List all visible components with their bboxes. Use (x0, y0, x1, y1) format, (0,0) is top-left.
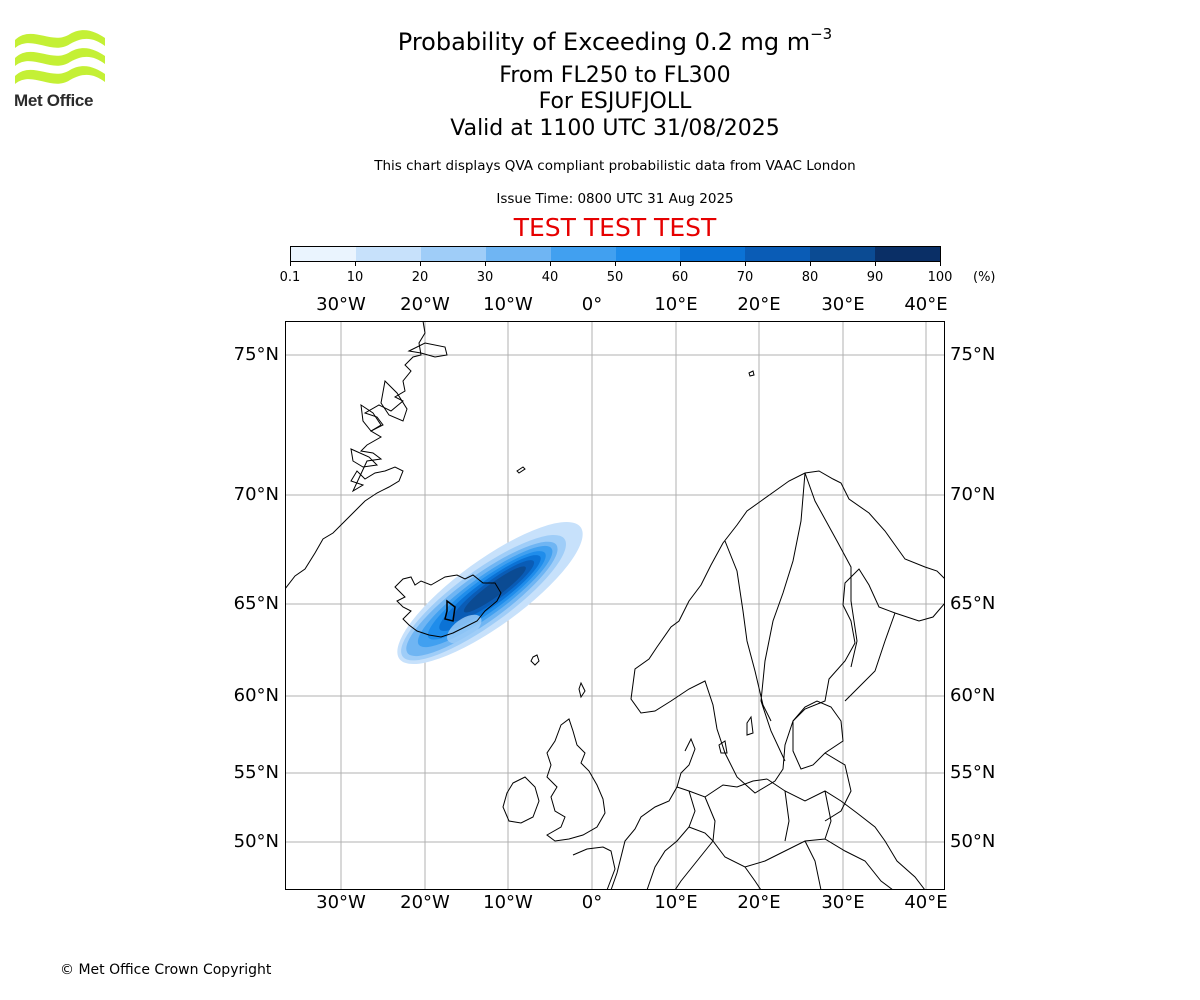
longitude-label-top: 20°E (737, 294, 781, 315)
volcano-name: For ESJUFJOLL (538, 89, 692, 114)
longitude-label-top: 10°W (483, 294, 533, 315)
colorbar-tick-label: 60 (671, 270, 689, 285)
gotland (718, 715, 754, 754)
longitude-label-top: 20°W (400, 294, 450, 315)
colorbar-tick-mark (550, 262, 551, 266)
latitude-label-left: 65°N (233, 593, 279, 614)
great-britain (546, 718, 606, 842)
colorbar-tick-mark (875, 262, 876, 266)
graticule (285, 321, 945, 890)
ash-plume (397, 521, 583, 665)
colorbar-tick-mark (355, 262, 356, 266)
northern-france (572, 846, 616, 890)
colorbar-tick-label: 20 (411, 270, 429, 285)
longitude-label-top: 0° (581, 294, 603, 315)
colorbar-segment (485, 247, 551, 261)
colorbar-tick-label: 40 (541, 270, 559, 285)
colorbar-tick-mark (940, 262, 941, 266)
longitude-label-top: 40°E (904, 294, 948, 315)
iceland-coast (394, 574, 502, 638)
colorbar-tick-mark (485, 262, 486, 266)
logo-wordmark: Met Office (14, 91, 94, 110)
data-source-note: This chart displays QVA compliant probab… (374, 158, 856, 174)
colorbar-segment (875, 247, 941, 261)
longitude-label-bottom: 10°W (483, 892, 533, 913)
longitude-label-bottom: 0° (581, 892, 603, 913)
colorbar-tick-mark (420, 262, 421, 266)
latitude-label-left: 60°N (233, 685, 279, 706)
flight-level-range: From FL250 to FL300 (499, 63, 731, 88)
longitude-label-bottom: 20°W (400, 892, 450, 913)
shetland (578, 681, 586, 699)
colorbar-tick-label: 80 (801, 270, 819, 285)
chart-title-exponent: −3 (810, 25, 833, 43)
latitude-label-right: 60°N (950, 685, 996, 706)
colorbar-tick-mark (680, 262, 681, 266)
bear-island (748, 370, 755, 377)
baltic-states (792, 700, 852, 822)
colorbar-tick-label: 100 (927, 270, 953, 285)
latitude-label-left: 70°N (233, 484, 279, 505)
latitude-label-right: 55°N (950, 762, 996, 783)
colorbar-segment (745, 247, 811, 261)
longitude-label-top: 30°W (316, 294, 366, 315)
colorbar-tick-label: 90 (866, 270, 884, 285)
colorbar-segment (550, 247, 616, 261)
colorbar-tick-label: 70 (736, 270, 754, 285)
colorbar-tick-mark (290, 262, 291, 266)
colorbar-tick-mark (615, 262, 616, 266)
longitude-label-top: 10°E (654, 294, 698, 315)
longitude-label-top: 30°E (821, 294, 865, 315)
probability-colorbar (290, 246, 941, 262)
sweden-finland-border (724, 472, 858, 762)
colorbar-segment (420, 247, 486, 261)
latitude-label-right: 75°N (950, 344, 996, 365)
colorbar-unit: (%) (973, 270, 996, 285)
colorbar-tick-label: 30 (476, 270, 494, 285)
latitude-label-right: 70°N (950, 484, 996, 505)
colorbar-tick-label: 50 (606, 270, 624, 285)
colorbar-segment (291, 247, 356, 261)
map-border (285, 321, 945, 890)
european-borders (674, 778, 926, 890)
colorbar-tick-label: 10 (346, 270, 364, 285)
colorbar-segment (355, 247, 421, 261)
greenland-fjords (350, 379, 408, 468)
russia-border (844, 612, 896, 702)
latitude-label-right: 65°N (950, 593, 996, 614)
colorbar-segment (615, 247, 681, 261)
longitude-label-bottom: 40°E (904, 892, 948, 913)
chart-title-text: Probability of Exceeding 0.2 mg m (397, 28, 811, 56)
longitude-label-bottom: 30°W (316, 892, 366, 913)
colorbar-segment (810, 247, 876, 261)
longitude-label-bottom: 30°E (821, 892, 865, 913)
latitude-label-left: 75°N (233, 344, 279, 365)
greenland-island (407, 342, 448, 358)
latitude-label-left: 50°N (233, 831, 279, 852)
longitude-label-bottom: 10°E (654, 892, 698, 913)
scandinavia-coast (630, 470, 945, 794)
longitude-label-bottom: 20°E (737, 892, 781, 913)
chart-title: Probability of Exceeding 0.2 mg m−3 (0, 25, 1200, 56)
met-office-logo (15, 30, 105, 84)
greenland-coast (285, 321, 426, 590)
latitude-label-right: 50°N (950, 831, 996, 852)
jan-mayen (516, 466, 526, 474)
copyright-notice: © Met Office Crown Copyright (60, 962, 272, 978)
latitude-label-left: 55°N (233, 762, 279, 783)
valid-time: Valid at 1100 UTC 31/08/2025 (450, 116, 780, 141)
map (285, 321, 945, 890)
colorbar-tick-mark (810, 262, 811, 266)
colorbar-tick-label: 0.1 (279, 270, 301, 285)
faroe-islands (530, 654, 540, 666)
esjufjoll-region (444, 599, 456, 622)
colorbar-segment (680, 247, 746, 261)
colorbar-tick-mark (745, 262, 746, 266)
test-banner: TEST TEST TEST (513, 213, 717, 242)
ireland (502, 776, 540, 824)
europe-coast (610, 737, 768, 890)
issue-time: Issue Time: 0800 UTC 31 Aug 2025 (496, 191, 734, 207)
